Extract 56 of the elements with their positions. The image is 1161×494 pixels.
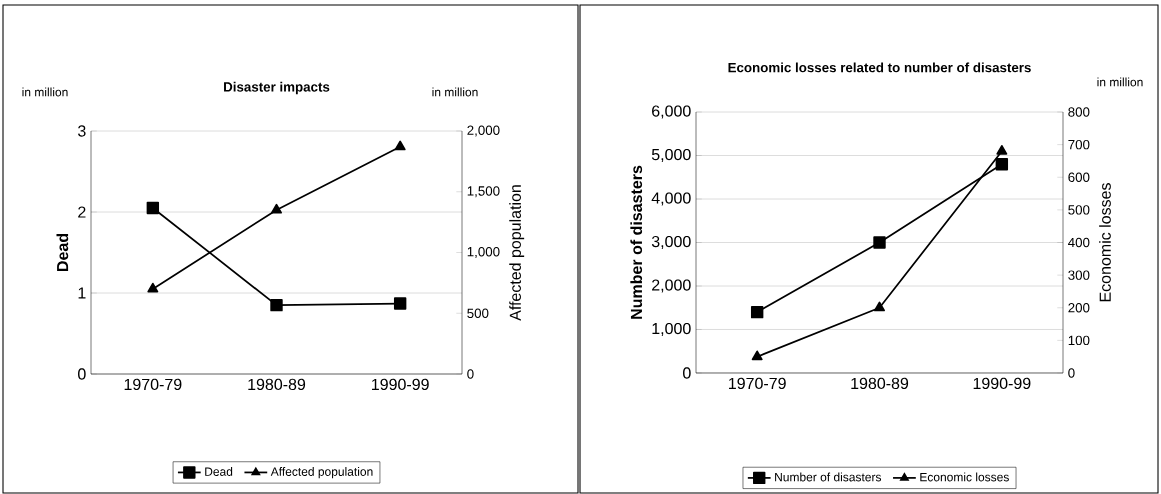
- y-tick-label: 2,000: [652, 279, 691, 293]
- legend-label: Number of disasters: [775, 472, 882, 482]
- point: [393, 297, 407, 310]
- point: [147, 282, 159, 293]
- legend-label: Affected population: [270, 467, 373, 479]
- x-tick-label: 1970-79: [124, 378, 182, 391]
- point: [271, 203, 282, 214]
- y-tick-label: 3,000: [651, 235, 691, 250]
- y-tick-label: 4,000: [651, 192, 691, 206]
- y2-tick-label: 800: [1068, 107, 1090, 117]
- y2-tick-label: 0: [467, 369, 474, 379]
- y2-tick-label: 1,000: [467, 247, 500, 259]
- y-tick-label: 0: [78, 368, 86, 380]
- point: [751, 350, 763, 361]
- x-tick-label: 1980-89: [851, 377, 909, 390]
- y2-tick-label: 400: [1068, 237, 1090, 248]
- point: [146, 201, 160, 215]
- text: in million: [22, 87, 68, 97]
- point: [995, 158, 1009, 171]
- x-tick-label: 1990-99: [372, 378, 429, 391]
- y2-tick-label: 500: [1068, 205, 1090, 215]
- y2-tick-label: 700: [1068, 139, 1090, 150]
- y-tick-label: 1: [78, 287, 86, 299]
- legend-label: Dead: [205, 467, 233, 476]
- y-tick-label: 3: [78, 125, 86, 137]
- text: in million: [432, 87, 478, 97]
- y2-tick-label: 600: [1068, 172, 1090, 182]
- y-axis-title: Dead: [56, 234, 69, 271]
- x-tick-label: 1980-89: [248, 378, 306, 391]
- y2-tick-label: 200: [1068, 303, 1090, 313]
- y-tick-label: 0: [683, 367, 691, 379]
- y2-tick-label: 0: [1068, 368, 1075, 378]
- y-tick-label: 6,000: [652, 105, 691, 119]
- point: [394, 140, 406, 151]
- text: in million: [1097, 77, 1143, 87]
- y-tick-label: 5,000: [651, 148, 691, 163]
- y2-tick-label: 300: [1068, 270, 1090, 280]
- chart-title: Disaster impacts: [224, 81, 330, 95]
- x-tick-label: 1990-99: [973, 377, 1031, 390]
- y2-axis-title: Affected population: [509, 185, 525, 321]
- y2-tick-label: 2,000: [467, 125, 500, 137]
- y2-tick-label: 1,500: [467, 186, 500, 198]
- point: [750, 305, 764, 319]
- y2-axis-title: Economic losses: [1099, 183, 1111, 302]
- point: [270, 298, 283, 312]
- legend-label: Economic losses: [920, 472, 1009, 482]
- point: [873, 236, 886, 249]
- y-axis-title: Number of disasters: [630, 165, 643, 319]
- x-tick-label: 1970-79: [729, 377, 786, 390]
- y2-tick-label: 100: [1068, 335, 1090, 346]
- chart-title: Economic losses related to number of disasters: [728, 62, 1031, 73]
- point: [996, 144, 1008, 155]
- y2-tick-label: 500: [467, 308, 489, 318]
- point: [874, 301, 885, 312]
- y-tick-label: 1,000: [652, 322, 691, 337]
- y-tick-label: 2: [78, 206, 86, 218]
